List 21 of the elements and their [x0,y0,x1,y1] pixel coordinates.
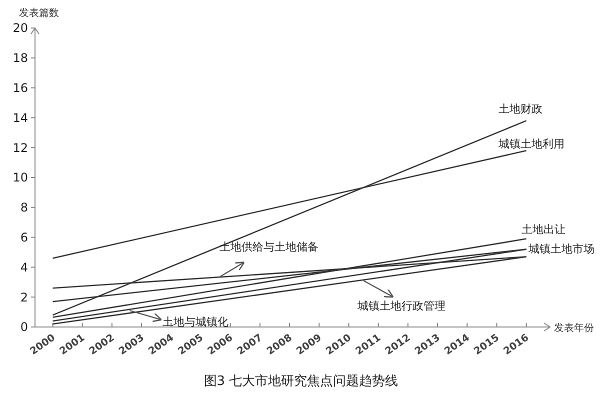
y-axis-title: 发表篇数 [19,7,59,19]
annotation: 土地与城镇化 [162,316,229,329]
y-tick-label: 0 [20,320,28,334]
y-tick-label: 18 [12,51,28,66]
text: 图3 七大市地研究焦点问题趋势线 [204,374,398,389]
annotation: 土地供给与土地储备 [220,240,319,254]
annotation: 土地财政 [498,102,542,116]
annotation: 城镇土地利用 [497,138,564,151]
x-axis-title: 发表年份 [554,322,594,334]
y-tick-label: 12 [12,140,28,155]
y-tick-label: 14 [12,110,28,125]
y-tick-label: 8 [20,200,28,215]
y-tick-label: 16 [12,81,28,95]
annotation: 土地出让 [521,222,566,236]
y-tick-label: 10 [12,170,28,185]
y-tick-label: 4 [20,260,28,274]
y-tick-label: 6 [20,230,28,244]
annotation: 城镇土地行政管理 [356,300,446,313]
annotation: 城镇土地市场 [527,242,594,256]
y-tick-label: 2 [20,290,28,304]
y-tick-label: 20 [12,21,28,36]
